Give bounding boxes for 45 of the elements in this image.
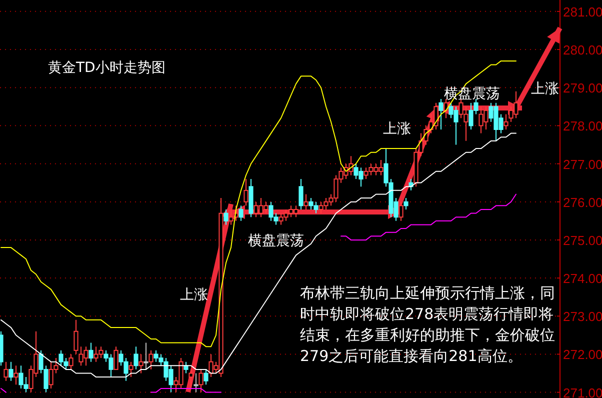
annotation: 上涨 (180, 287, 208, 303)
candlestick (148, 350, 154, 370)
candlestick (4, 361, 8, 382)
y-tick-label: 276.00 (563, 194, 602, 210)
candlestick (198, 368, 204, 393)
annotation: 横盘震荡 (444, 86, 500, 102)
candlestick (444, 98, 448, 119)
annotation: 横盘震荡 (248, 233, 304, 249)
candlestick (74, 319, 78, 355)
candlestick (398, 201, 404, 222)
candlestick (404, 198, 408, 210)
y-tick-label: 272.00 (563, 347, 602, 362)
candlestick (114, 346, 118, 370)
candlestick (8, 361, 14, 382)
candlestick (128, 361, 134, 378)
candlestick (238, 205, 244, 222)
y-tick-label: 277.00 (563, 156, 602, 172)
text: 黄金TD小时走势图 (48, 60, 166, 76)
text: 上涨 (531, 81, 559, 97)
annotation: 布林带三轨向上延伸预示行情上涨，同时中轨即将破位278表明震荡行情即将结束，在多重利好的助推下，金价破位279之后可能直接看向281高位。 (300, 283, 556, 367)
candlestick (188, 368, 194, 389)
candlestick (88, 342, 94, 362)
candlestick (68, 354, 74, 370)
annotation: 上涨 (383, 121, 411, 137)
y-tick-label: 271.00 (563, 385, 602, 398)
candlestick (184, 361, 188, 374)
y-tick-label: 281.00 (563, 4, 602, 20)
candlestick (14, 365, 18, 386)
candlestick (134, 346, 138, 370)
candlestick (204, 368, 208, 386)
y-tick-label: 274.00 (563, 271, 602, 286)
y-tick-label: 278.00 (563, 118, 602, 134)
candlestick (244, 178, 248, 206)
y-tick-label: 280.00 (563, 42, 602, 58)
candlestick (138, 354, 144, 374)
y-tick-label: 275.00 (563, 232, 602, 248)
y-tick-label: 279.00 (563, 80, 602, 96)
y-tick-label: 273.00 (563, 309, 602, 324)
candlestick (298, 178, 304, 210)
candlestick (144, 342, 148, 370)
candlestick (224, 208, 228, 226)
candlestick (194, 372, 198, 393)
candlestick (504, 114, 508, 130)
candlestick (438, 98, 444, 130)
candlestick (304, 194, 308, 210)
